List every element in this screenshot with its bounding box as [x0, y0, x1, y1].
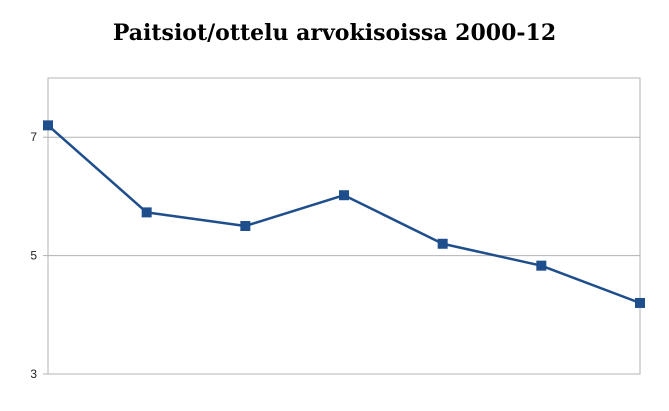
data-point-1 — [43, 120, 53, 131]
plot-area-frame — [47, 77, 641, 375]
y-tick-label-3: 3 — [30, 367, 37, 381]
data-point-2 — [141, 207, 152, 218]
data-point-7 — [635, 297, 645, 308]
data-point-6 — [536, 260, 547, 271]
data-point-5 — [437, 238, 448, 249]
y-tick-labels: 3 5 7 — [30, 130, 37, 381]
series-layer — [43, 120, 645, 308]
data-point-3 — [240, 221, 251, 231]
chart-title: Paitsiot/ottelu arvokisoissa 2000-12 — [112, 20, 557, 46]
grid-layer — [43, 136, 640, 375]
y-tick-label-5: 5 — [30, 249, 37, 263]
y-tick-label-7: 7 — [30, 130, 37, 144]
series-line-0 — [47, 124, 641, 305]
data-point-4 — [339, 190, 349, 201]
